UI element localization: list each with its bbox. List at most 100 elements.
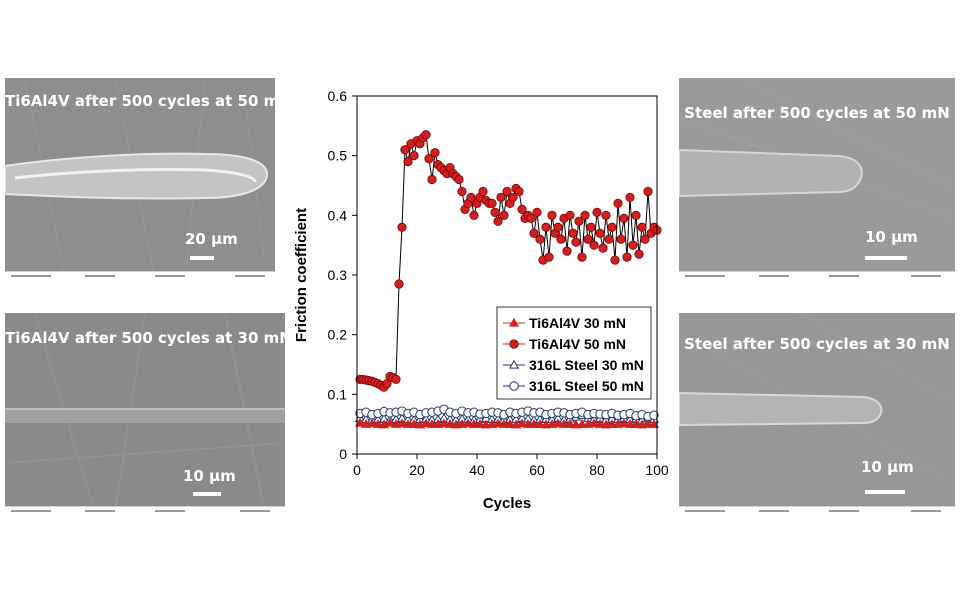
data-point xyxy=(502,186,512,197)
data-point xyxy=(544,252,554,262)
y-tick-label: 0.5 xyxy=(328,148,348,164)
micrograph-steel-50mn: Steel after 500 cycles at 50 mN 10 µm xyxy=(679,78,955,288)
data-point xyxy=(504,418,516,428)
x-tick-label: 40 xyxy=(469,462,485,478)
sem-image xyxy=(5,78,275,288)
data-point xyxy=(535,234,545,244)
data-point xyxy=(366,418,378,428)
scale-bar xyxy=(193,492,221,496)
y-tick-label: 0.4 xyxy=(328,207,348,223)
sem-image xyxy=(679,313,955,523)
data-point xyxy=(624,418,636,428)
data-point xyxy=(631,210,641,220)
data-point xyxy=(613,198,623,209)
data-point xyxy=(420,418,432,428)
data-point xyxy=(592,207,602,217)
scale-bar xyxy=(865,256,907,260)
data-point xyxy=(598,243,608,253)
data-point xyxy=(558,418,570,428)
data-point xyxy=(478,186,488,197)
sem-info-bar xyxy=(5,506,285,523)
y-tick-label: 0 xyxy=(339,446,347,462)
micrograph-label: Steel after 500 cycles at 50 mN xyxy=(684,104,950,122)
data-point xyxy=(577,252,587,262)
series-1 xyxy=(355,130,662,392)
data-point xyxy=(408,418,420,428)
data-point xyxy=(529,228,539,238)
data-point xyxy=(438,418,450,428)
legend-label: 316L Steel 30 mN xyxy=(529,357,644,373)
data-point xyxy=(517,204,527,214)
data-point xyxy=(618,418,630,428)
data-point xyxy=(490,207,500,217)
data-point xyxy=(403,157,413,167)
axis-ticks: 0 20 40 60 80 100 0 0.1 0.2 0.3 0.4 0.5 0.6 xyxy=(328,88,669,478)
scale-label: 20 µm xyxy=(185,230,238,248)
series-layer xyxy=(354,130,662,429)
data-point xyxy=(625,192,635,203)
legend-marker xyxy=(508,359,520,369)
data-point xyxy=(640,234,650,244)
data-point xyxy=(402,418,414,428)
sem-info-bar xyxy=(5,271,275,288)
data-point xyxy=(589,240,599,250)
data-point xyxy=(493,216,503,226)
data-point xyxy=(384,417,396,427)
sem-info-bar xyxy=(679,506,955,523)
scale-label: 10 µm xyxy=(861,458,914,476)
scale-bar xyxy=(865,490,905,494)
data-point xyxy=(576,418,588,428)
x-axis-label: Cycles xyxy=(483,495,531,512)
data-point xyxy=(492,418,504,428)
data-point xyxy=(594,418,606,428)
data-point xyxy=(580,210,590,220)
data-point xyxy=(396,418,408,428)
data-point xyxy=(534,418,546,428)
legend-marker xyxy=(508,317,520,327)
data-point xyxy=(571,237,581,247)
data-point xyxy=(430,148,440,158)
x-tick-label: 20 xyxy=(409,462,425,478)
data-point xyxy=(372,418,384,428)
data-point xyxy=(426,418,438,428)
data-point xyxy=(553,222,563,232)
data-point xyxy=(606,418,618,428)
micrograph-label: Steel after 500 cycles at 30 mN xyxy=(684,335,950,353)
data-point xyxy=(409,151,419,161)
data-point xyxy=(648,418,660,428)
data-point xyxy=(516,418,528,428)
micrograph-label: Ti6Al4V after 500 cycles at 50 mN xyxy=(5,92,275,110)
data-point xyxy=(424,154,434,164)
series-3 xyxy=(355,404,659,422)
data-point xyxy=(562,246,572,256)
legend-marker xyxy=(509,339,519,349)
x-tick-label: 100 xyxy=(645,462,669,478)
data-point xyxy=(457,186,467,197)
data-point xyxy=(630,418,642,428)
data-point xyxy=(397,222,407,232)
legend-marker xyxy=(509,381,519,391)
data-point xyxy=(552,418,564,428)
data-point xyxy=(522,418,534,428)
data-point xyxy=(642,418,654,428)
data-point xyxy=(468,418,480,428)
data-point xyxy=(607,222,617,232)
data-point xyxy=(564,418,576,428)
data-point xyxy=(528,418,540,428)
legend: Ti6Al4V 30 mN Ti6Al4V 50 mN 316L Steel 30 … xyxy=(496,306,652,400)
data-point xyxy=(568,228,578,238)
y-tick-label: 0.1 xyxy=(328,386,348,402)
data-point xyxy=(634,249,644,259)
scale-label: 10 µm xyxy=(865,228,918,246)
data-point xyxy=(628,240,638,250)
data-point xyxy=(400,145,410,155)
data-point xyxy=(508,192,518,203)
series-0 xyxy=(354,417,660,429)
x-tick-label: 0 xyxy=(353,462,361,478)
sem-image xyxy=(679,78,955,288)
data-point xyxy=(526,213,536,223)
legend-box xyxy=(496,306,652,400)
data-point xyxy=(394,279,404,289)
y-tick-label: 0.2 xyxy=(328,327,348,343)
data-point xyxy=(499,210,509,220)
